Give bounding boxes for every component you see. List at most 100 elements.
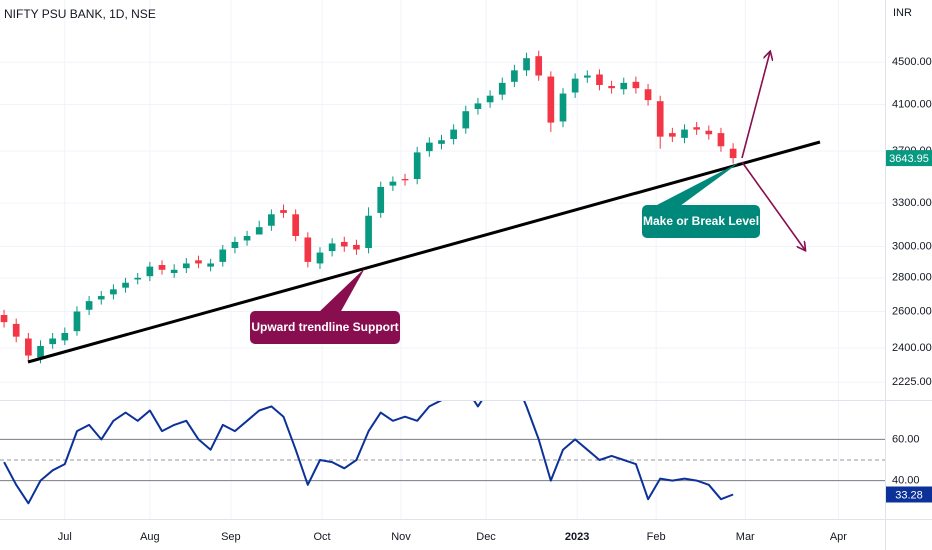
x-tick-label: Apr [830,531,847,543]
y-tick-label: 2225.00 [892,376,932,388]
arrow-up [741,52,770,159]
annotation: Upward trendline Support [251,320,398,334]
candle-body [511,70,518,82]
candle-body [547,76,555,123]
candle-body [0,315,8,323]
candle-body [134,277,142,280]
x-tick-label: Sep [221,531,241,543]
candle-body [110,289,117,295]
callout-pointer [655,162,740,206]
candle-body [705,130,713,135]
candle-body [535,56,543,76]
candle-body [438,140,445,144]
candle-body [729,148,737,159]
candle-body [255,227,263,235]
x-tick-label: Oct [313,531,330,543]
x-tick-label: Feb [647,531,666,543]
candle-body [389,181,397,186]
last-price-box [886,150,932,167]
y-tick-label: 3000.00 [892,240,932,252]
y-tick-label: 3300.00 [892,197,932,209]
candle-body [486,95,494,103]
candle-body [523,58,530,71]
x-tick-label: Aug [140,531,160,543]
candle-body [316,252,324,264]
candle-body [219,249,227,262]
candle-body [681,129,688,138]
y-tick-label: 4500.00 [892,56,932,68]
callout-box [642,205,760,238]
candle-body [182,263,190,269]
candle-body [632,81,640,89]
y2-tick-label: 60.00 [892,433,920,445]
candle-body [304,237,312,262]
candle-body [280,210,287,213]
axes: Jul Aug Sep Oct Nov Dec 2023 Feb Mar Apr 4500.00 41… [58,56,932,543]
callout-box [250,311,400,344]
candle-body [693,127,701,130]
last-value-box [886,486,932,503]
chart-title: NIFTY PSU BANK, 1D, NSE [4,7,156,21]
candle-body [608,86,615,89]
candle-body [37,345,44,358]
callout-pointer [318,268,365,313]
y2-tick-label: 40.00 [892,475,920,487]
arrow-down [741,161,805,250]
last-price-label: 3643.95 [889,153,929,165]
candle-body [583,75,591,78]
x-tick-label: Jul [58,531,72,543]
candle-body [146,266,154,277]
x-tick-label: 2023 [565,531,589,543]
candle-body [669,133,676,137]
candle-body [231,241,239,248]
grid [0,0,885,519]
x-tick-label: Dec [476,531,496,543]
candle-body [656,101,664,137]
y-tick-label: 2600.00 [892,305,932,317]
candle-body [353,244,360,250]
candle-body [243,235,251,241]
candle-body [268,214,275,226]
candle-body [401,179,409,181]
candle-body [170,269,178,273]
candle-body [413,152,421,180]
candle-body [195,260,202,264]
candle-body [462,111,470,129]
candle-body [571,78,579,93]
candle-body [292,214,300,236]
candle-body [377,186,385,213]
candle-body [85,301,93,310]
y-tick-label: 2400.00 [892,342,932,354]
candle-body [498,82,506,95]
x-tick-label: Nov [391,531,411,543]
y-tick-label: 2800.00 [892,272,932,284]
candle-body [450,129,457,140]
x-tick-label: Mar [736,531,755,543]
candle-body [12,323,20,337]
candles [0,50,737,364]
candle-body [122,282,129,288]
candle-body [97,296,105,300]
candle-body [25,338,32,356]
candle-body [644,89,652,101]
y-tick-label: 4100.00 [892,98,932,110]
candle-body [73,311,81,332]
candle-body [474,103,482,109]
last-value-label: 33.28 [895,489,923,501]
marks [0,50,737,505]
candle-body [207,263,214,267]
candle-body [49,338,56,345]
candle-body [559,93,567,122]
rsi [3,401,734,505]
candle-body [596,74,603,85]
candle-body [365,215,372,248]
candle-body [328,243,336,252]
candle-body [425,142,433,152]
candle-body [340,241,348,247]
candle-body [620,82,628,90]
currency: INR [893,7,912,19]
drawings: Upward trendline Support Make or Break L… [27,52,821,364]
candle-body [717,133,725,147]
candle-body [158,265,166,270]
